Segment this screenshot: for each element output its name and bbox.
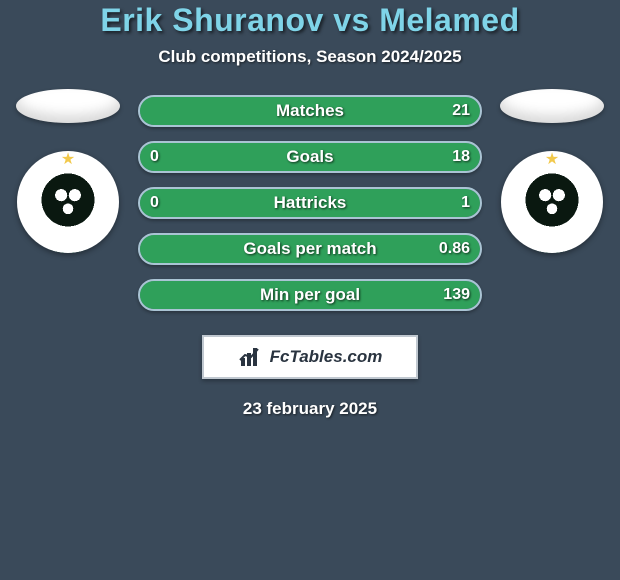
stat-value-right: 1	[461, 194, 470, 212]
stat-bar: Goals per match 0.86	[138, 233, 482, 265]
club-badge-right-icon	[501, 151, 603, 253]
club-badge-left-icon	[17, 151, 119, 253]
stat-value-left: 0	[150, 148, 159, 166]
stat-value-right: 139	[443, 286, 470, 304]
stat-label: Goals	[286, 147, 333, 167]
player-left-column	[16, 89, 120, 253]
player-right-column	[500, 89, 604, 253]
flag-right-icon	[500, 89, 604, 123]
stat-bars: Matches 21 0 Goals 18 0 Hattricks 1 Goals per ma…	[138, 95, 482, 311]
stat-label: Hattricks	[274, 193, 347, 213]
chart-icon	[238, 346, 264, 368]
brand-text: FcTables.com	[270, 347, 383, 367]
stat-bar: Matches 21	[138, 95, 482, 127]
ball-icon	[51, 185, 85, 219]
flag-left-icon	[16, 89, 120, 123]
comparison-layout: Matches 21 0 Goals 18 0 Hattricks 1 Goals per ma…	[0, 95, 620, 311]
stat-bar: Min per goal 139	[138, 279, 482, 311]
page-title: Erik Shuranov vs Melamed	[0, 2, 620, 39]
stat-value-right: 18	[452, 148, 470, 166]
subtitle: Club competitions, Season 2024/2025	[0, 47, 620, 67]
stat-label: Goals per match	[243, 239, 376, 259]
stat-value-right: 0.86	[439, 240, 470, 258]
stat-value-right: 21	[452, 102, 470, 120]
stat-bar: 0 Goals 18	[138, 141, 482, 173]
stat-value-left: 0	[150, 194, 159, 212]
ball-icon	[535, 185, 569, 219]
date-label: 23 february 2025	[0, 399, 620, 419]
comparison-card: Erik Shuranov vs Melamed Club competitio…	[0, 0, 620, 419]
stat-label: Matches	[276, 101, 344, 121]
stat-label: Min per goal	[260, 285, 360, 305]
brand-box: FcTables.com	[202, 335, 418, 379]
stat-bar: 0 Hattricks 1	[138, 187, 482, 219]
